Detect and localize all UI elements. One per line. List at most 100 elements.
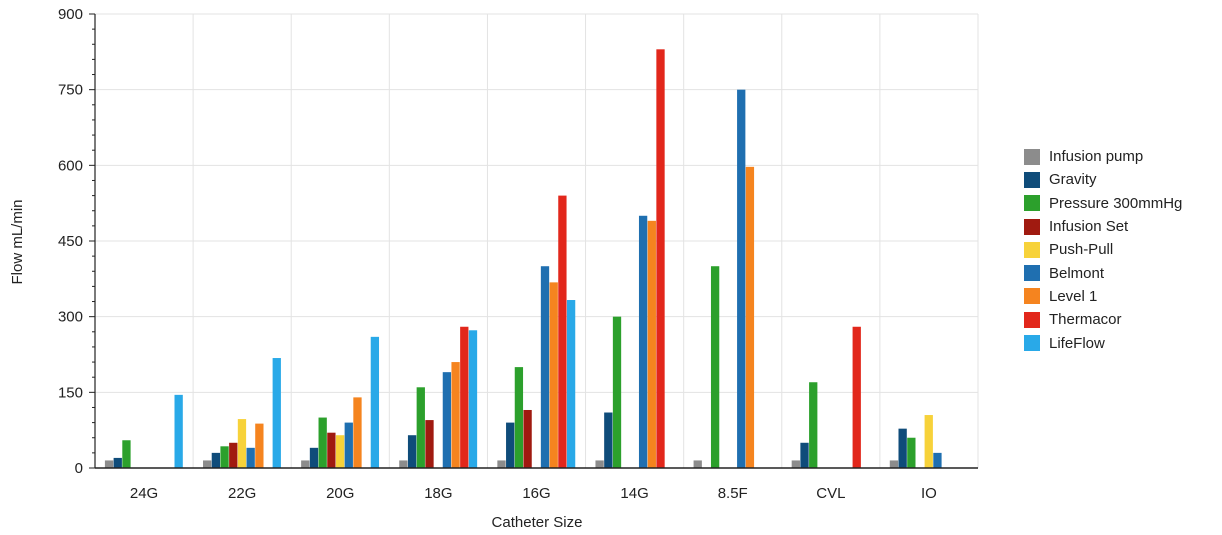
bar-gravity-16g [506, 422, 515, 468]
bar-belmont-18g [442, 372, 452, 468]
y-tick-label: 450 [58, 233, 83, 250]
bar-belmont-io [933, 452, 942, 468]
bar-gravity-io [898, 428, 907, 468]
y-tick-label: 300 [58, 309, 83, 326]
bar-pressure-300mmhg-24g [122, 440, 131, 468]
bar-belmont-20g [344, 422, 353, 468]
bar-pressure-300mmhg-io [907, 437, 916, 468]
bar-lifeflow-24g [174, 394, 183, 468]
bar-push-pull-io [924, 415, 933, 468]
legend-item: Thermacor [1024, 308, 1182, 331]
x-tick-label: 8.5F [718, 485, 748, 502]
x-tick-label: 20G [326, 485, 354, 502]
bar-gravity-24g [113, 457, 122, 468]
legend-item: Gravity [1024, 168, 1182, 191]
x-tick-label: 18G [424, 485, 452, 502]
bar-infusion-pump-14g [595, 460, 604, 468]
axes: 0 150 300 450 600 750 900 24G 22G 20G 18G 16G 14G 8.5… [58, 6, 978, 502]
legend-label: Gravity [1049, 171, 1097, 189]
y-tick-label: 900 [58, 6, 83, 23]
legend-swatch [1024, 241, 1040, 258]
bar-pressure-300mmhg-18g [416, 387, 425, 468]
legend-item: Belmont [1024, 261, 1182, 284]
bar-level-1-8-5f [745, 166, 755, 468]
legend-swatch [1024, 288, 1040, 305]
bar-infusion-pump-24g [104, 460, 114, 468]
x-tick-label: 24G [130, 485, 158, 502]
legend-item: Level 1 [1024, 285, 1182, 308]
bar-infusion-pump-8-5f [693, 460, 702, 468]
legend-label: Pressure 300mmHg [1049, 194, 1183, 212]
bar-infusion-set-20g [327, 432, 336, 468]
bar-belmont-16g [540, 266, 550, 468]
bar-push-pull-20g [335, 435, 345, 468]
bar-infusion-pump-16g [497, 460, 506, 468]
legend-label: Level 1 [1049, 287, 1098, 305]
legend-item: Push-Pull [1024, 238, 1182, 261]
bar-thermacor-18g [460, 326, 469, 468]
bar-infusion-pump-20g [301, 460, 310, 468]
bar-infusion-pump-22g [203, 460, 212, 468]
x-tick-label: CVL [816, 485, 845, 502]
legend-item: Pressure 300mmHg [1024, 192, 1182, 215]
legend-swatch [1024, 265, 1040, 282]
bar-level-1-20g [353, 397, 362, 468]
bar-gravity-18g [407, 435, 417, 468]
y-tick-label: 150 [58, 384, 83, 401]
x-tick-label: 16G [522, 485, 550, 502]
bar-pressure-300mmhg-cvl [809, 382, 818, 468]
bar-gravity-22g [211, 452, 221, 468]
x-tick-label: 14G [620, 485, 648, 502]
x-tick-label: 22G [228, 485, 256, 502]
bar-lifeflow-22g [272, 358, 281, 468]
bar-pressure-300mmhg-8-5f [710, 266, 720, 468]
legend-swatch [1024, 335, 1040, 352]
bar-gravity-14g [604, 412, 613, 468]
bar-push-pull-22g [237, 419, 247, 468]
grid-lines [95, 13, 979, 468]
x-tick-label: IO [921, 485, 937, 502]
x-axis-label: Catheter Size [492, 514, 583, 531]
bar-pressure-300mmhg-14g [612, 316, 622, 468]
bar-gravity-20g [309, 447, 319, 468]
bar-belmont-14g [638, 215, 648, 468]
legend-item: Infusion Set [1024, 215, 1182, 238]
bar-pressure-300mmhg-22g [220, 446, 229, 468]
bar-gravity-cvl [800, 442, 809, 468]
bar-thermacor-cvl [852, 326, 861, 468]
bar-infusion-set-16g [523, 409, 532, 468]
bar-belmont-8-5f [737, 89, 746, 469]
bar-infusion-pump-io [889, 460, 899, 468]
bar-lifeflow-20g [370, 336, 380, 468]
bar-belmont-22g [246, 447, 255, 468]
y-tick-label: 750 [58, 82, 83, 99]
legend-item: LifeFlow [1024, 331, 1182, 354]
bar-infusion-set-22g [229, 442, 238, 468]
legend: Infusion pump Gravity Pressure 300mmHg Infu… [1024, 145, 1182, 355]
legend-label: Infusion pump [1049, 148, 1144, 166]
bar-pressure-300mmhg-20g [318, 417, 327, 468]
bar-thermacor-14g [656, 49, 665, 469]
legend-label: Thermacor [1049, 311, 1122, 329]
legend-swatch [1024, 311, 1040, 328]
legend-label: LifeFlow [1049, 334, 1105, 352]
bar-thermacor-16g [558, 195, 567, 468]
legend-label: Infusion Set [1049, 218, 1129, 236]
legend-swatch [1024, 171, 1040, 188]
y-tick-label: 0 [75, 460, 83, 477]
bar-level-1-16g [549, 282, 558, 468]
bar-level-1-18g [451, 362, 460, 468]
legend-swatch [1024, 218, 1040, 235]
bar-infusion-pump-18g [399, 460, 408, 468]
bar-lifeflow-16g [566, 300, 576, 468]
bar-level-1-22g [255, 423, 264, 468]
legend-label: Belmont [1049, 264, 1105, 282]
bar-pressure-300mmhg-16g [514, 367, 524, 468]
legend-item: Infusion pump [1024, 145, 1182, 168]
y-axis-label: Flow mL/min [9, 199, 26, 284]
legend-swatch [1024, 148, 1040, 165]
bar-infusion-set-18g [425, 420, 434, 468]
bar-level-1-14g [647, 220, 656, 468]
legend-swatch [1024, 195, 1040, 212]
